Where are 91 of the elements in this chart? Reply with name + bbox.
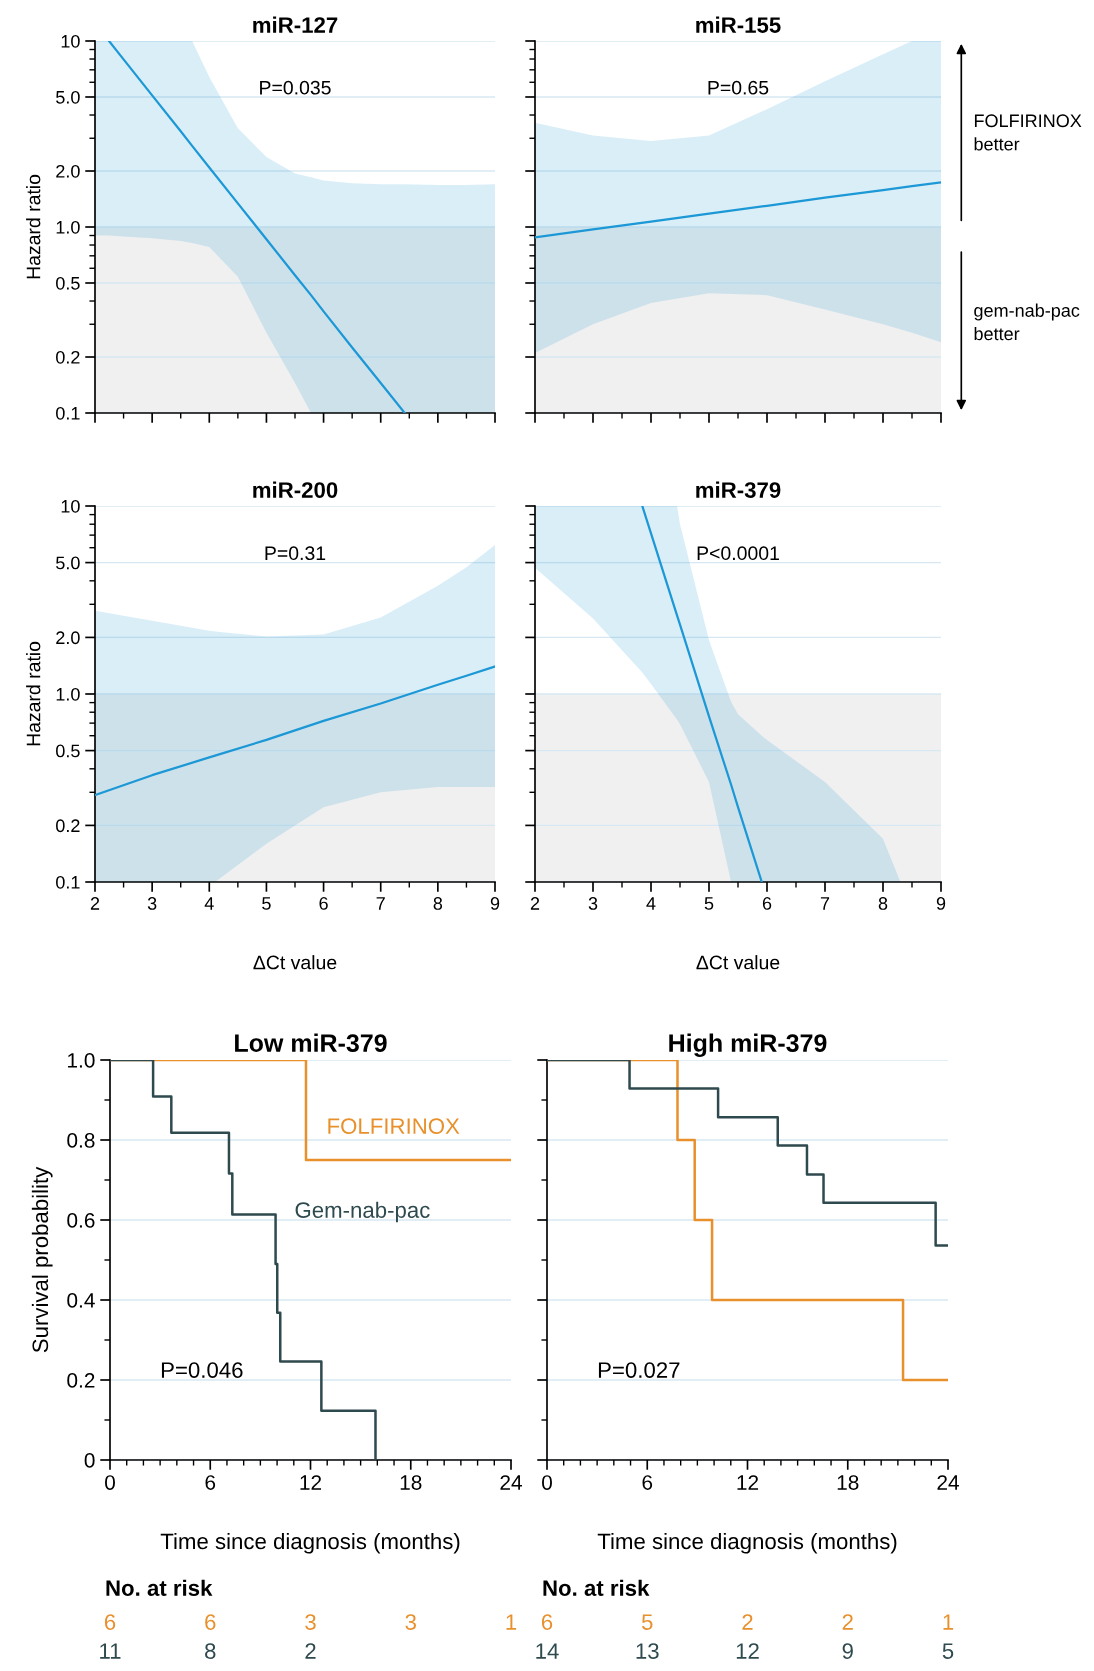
annotation: P=0.046 (161, 1362, 243, 1378)
y-tick-label: 5.0 (56, 90, 80, 104)
chart-title: miR-127 (253, 16, 338, 33)
text: 5 (641, 1614, 653, 1630)
y-tick-label: 0.6 (67, 1213, 95, 1228)
y-tick-label: 0.2 (67, 1373, 95, 1388)
chart-title: miR-379 (696, 481, 781, 498)
y-tick-label: 1.0 (68, 1053, 95, 1068)
x-tick-label: 5 (704, 897, 714, 910)
x-axis-title: ΔCt value (696, 955, 780, 970)
chart-title: miR-155 (696, 16, 781, 33)
annotation: P=0.31 (265, 546, 326, 561)
text: 3 (405, 1614, 416, 1630)
text: 8 (205, 1643, 216, 1659)
line-series (107, 41, 406, 413)
chart-title: High miR-379 (669, 1033, 827, 1057)
text: 5 (942, 1643, 954, 1659)
x-axis-title: ΔCt value (253, 955, 337, 970)
y-tick-label: 0.5 (56, 276, 80, 290)
x-tick-label: 9 (490, 897, 500, 910)
y-axis-title: Survival probability (31, 1166, 53, 1353)
x-tick-label: 12 (737, 1475, 759, 1490)
y-axis-title: Hazard ratio (26, 641, 41, 746)
y-tick-label: 5.0 (56, 556, 80, 570)
x-tick-label: 7 (376, 897, 385, 910)
x-tick-label: 18 (837, 1475, 859, 1490)
text: 12 (736, 1643, 759, 1659)
x-tick-label: 4 (646, 897, 656, 910)
y-tick-label: 10 (61, 34, 80, 48)
x-tick-label: 9 (936, 897, 946, 910)
annotation: P=0.035 (260, 80, 331, 95)
x-tick-label: 8 (433, 897, 443, 910)
x-tick-label: 0 (542, 1475, 552, 1490)
text: No. at risk (543, 1579, 650, 1596)
x-tick-label: 24 (937, 1475, 959, 1490)
x-tick-label: 2 (530, 897, 540, 910)
x-tick-label: 3 (147, 897, 157, 910)
text: 2 (742, 1614, 753, 1630)
text: FOLFIRINOX better (974, 114, 1082, 151)
x-tick-label: 4 (204, 897, 214, 910)
text: 11 (100, 1643, 121, 1659)
x-tick-label: 12 (300, 1475, 322, 1490)
x-tick-label: 5 (262, 897, 271, 910)
x-tick-label: 18 (400, 1475, 422, 1490)
y-tick-label: 1.0 (56, 220, 80, 234)
text: 1 (943, 1614, 954, 1630)
y-tick-label: 0.1 (56, 406, 80, 420)
text: 13 (636, 1643, 659, 1659)
x-tick-label: 6 (205, 1475, 216, 1490)
text: No. at risk (106, 1579, 213, 1596)
x-tick-label: 6 (642, 1475, 653, 1490)
text: 14 (536, 1643, 559, 1659)
y-tick-label: 0.5 (56, 744, 80, 758)
y-tick-label: 10 (61, 499, 80, 513)
text: 2 (305, 1643, 316, 1659)
y-tick-label: 0.4 (67, 1293, 95, 1308)
y-tick-label: 0.1 (56, 875, 80, 889)
y-tick-label: 0.2 (56, 819, 80, 833)
text: 6 (205, 1614, 216, 1630)
series-label: Gem-nab-pac (295, 1201, 430, 1223)
chart-title: Low miR-379 (235, 1033, 387, 1052)
x-tick-label: 6 (762, 897, 772, 910)
line-series (95, 665, 495, 797)
x-tick-label: 2 (90, 897, 100, 910)
annotation: P=0.027 (598, 1362, 680, 1378)
annotation: P=0.65 (708, 80, 769, 95)
text: 6 (104, 1614, 116, 1630)
text: gem-nab-pac better (974, 303, 1080, 341)
text: 1 (506, 1614, 517, 1630)
x-tick-label: 24 (500, 1475, 522, 1490)
text: 3 (305, 1614, 316, 1630)
text: 2 (842, 1614, 853, 1630)
y-tick-label: 0 (84, 1453, 95, 1468)
x-axis-title: Time since diagnosis (months) (160, 1532, 460, 1554)
annotation: P<0.0001 (697, 546, 779, 561)
y-tick-label: 0.2 (56, 350, 80, 364)
x-tick-label: 7 (820, 897, 830, 910)
x-tick-label: 3 (588, 897, 598, 910)
text: 6 (541, 1614, 553, 1630)
y-tick-label: 0.8 (67, 1133, 95, 1148)
series-label: FOLFIRINOX (328, 1118, 460, 1134)
x-axis-title: Time since diagnosis (months) (597, 1532, 897, 1554)
chart-title: miR-200 (253, 481, 338, 498)
x-tick-label: 6 (319, 897, 328, 910)
x-tick-label: 0 (105, 1475, 115, 1490)
y-axis-title: Hazard ratio (26, 174, 41, 279)
text: 9 (842, 1643, 853, 1659)
x-tick-label: 8 (878, 897, 888, 910)
y-tick-label: 1.0 (56, 687, 80, 701)
y-tick-label: 2.0 (56, 164, 80, 178)
y-tick-label: 2.0 (56, 631, 80, 645)
